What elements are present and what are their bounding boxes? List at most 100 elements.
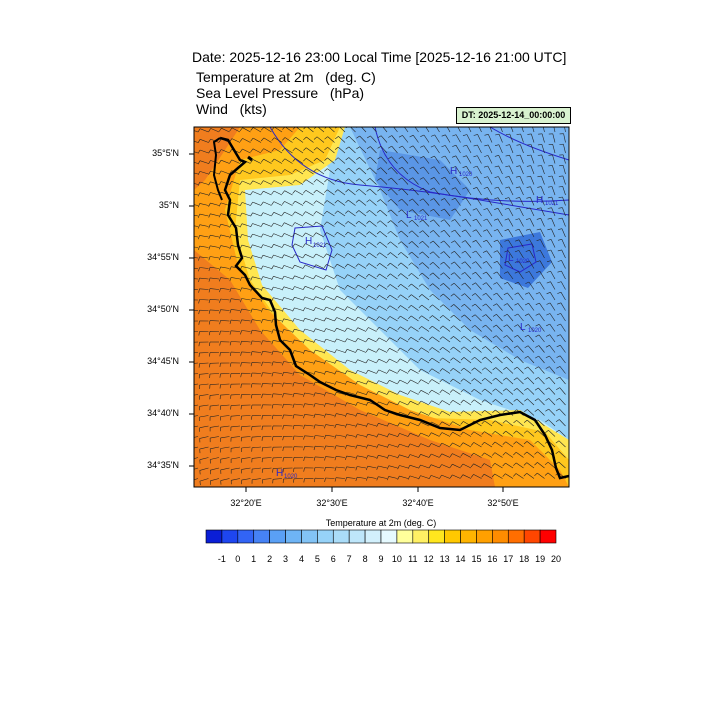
- wind-barb-shaft: [552, 133, 556, 143]
- wind-barb-shaft: [485, 314, 493, 322]
- wind-barb-flag: [313, 232, 317, 236]
- wind-barb-shaft: [452, 421, 461, 427]
- wind-barb-shaft: [559, 355, 566, 364]
- wind-barb-flag: [387, 188, 392, 192]
- wind-barb-flag: [386, 476, 389, 481]
- wind-barb-shaft: [399, 475, 409, 479]
- wind-barb-shaft: [273, 286, 283, 290]
- wind-barb-shaft: [510, 127, 514, 133]
- wind-barb-shaft: [273, 169, 283, 175]
- wind-barb-shaft: [283, 329, 293, 332]
- wind-barb-flag: [556, 344, 561, 348]
- wind-barb-shaft: [495, 335, 503, 343]
- wind-barb-flag: [355, 466, 358, 471]
- wind-barb-shaft: [466, 166, 472, 175]
- wind-barb-flag: [462, 176, 467, 179]
- wind-barb-shaft: [401, 230, 409, 238]
- wind-barb-flag: [493, 218, 498, 221]
- pressure-center-label: H: [450, 166, 457, 177]
- wind-barb-flag: [260, 169, 264, 174]
- wind-barb-shaft: [454, 229, 461, 238]
- wind-barb-flag: [239, 276, 242, 281]
- wind-barb-flag: [555, 440, 560, 444]
- wind-barb-shaft: [400, 283, 409, 290]
- wind-barb-flag: [334, 253, 338, 257]
- wind-barb-flag: [494, 165, 499, 168]
- wind-barb-shaft: [506, 388, 514, 395]
- wind-barb-shaft: [421, 358, 430, 364]
- wind-barb-shaft: [399, 411, 409, 416]
- wind-barb-flag: [334, 168, 339, 172]
- wind-barb-flag: [282, 393, 284, 398]
- wind-barb-shaft: [508, 207, 514, 217]
- wind-barb-shaft: [194, 278, 199, 280]
- wind-barb-flag: [377, 167, 381, 171]
- wind-barb-flag: [260, 308, 263, 313]
- wind-barb-shaft: [420, 411, 430, 416]
- wind-barb-flag: [472, 261, 476, 264]
- wind-barb-flag: [365, 380, 369, 385]
- map-frame: [193, 126, 570, 488]
- wind-barb-flag: [544, 472, 549, 476]
- wind-barb-shaft: [359, 178, 367, 185]
- wind-barb-flag: [482, 261, 487, 264]
- wind-barb-shaft: [431, 432, 440, 437]
- wind-barb-shaft: [231, 309, 241, 311]
- wind-barb-shaft: [327, 157, 335, 164]
- wind-barb-shaft: [423, 166, 430, 175]
- wind-barb-shaft: [432, 251, 440, 259]
- wind-barb-shaft: [252, 148, 262, 154]
- wind-barb-shaft: [305, 243, 314, 248]
- wind-barb-shaft: [346, 359, 356, 364]
- pressure-center-value: 1021: [313, 243, 327, 249]
- wind-barb-shaft: [379, 284, 388, 290]
- wind-barb-shaft: [399, 422, 409, 427]
- wind-barb-flag: [260, 244, 264, 249]
- wind-barb-shaft: [304, 286, 314, 290]
- wind-barb-shaft: [273, 201, 283, 206]
- wind-barb-flag: [302, 296, 306, 301]
- wind-barb-flag: [366, 188, 370, 192]
- wind-barb-shaft: [295, 158, 304, 164]
- wind-barb-flag: [208, 309, 211, 314]
- wind-barb-shaft: [262, 478, 272, 480]
- wind-barb-flag: [251, 426, 253, 431]
- wind-barb-shaft: [389, 316, 398, 322]
- wind-barb-shaft: [347, 263, 356, 269]
- wind-barb-shaft: [262, 446, 272, 448]
- wind-barb-flag: [481, 463, 485, 467]
- wind-barb-shaft: [346, 370, 356, 374]
- wind-barb-flag: [365, 466, 368, 471]
- wind-barb-shaft: [494, 463, 503, 469]
- wind-barb-flag: [365, 412, 369, 417]
- wind-barb-flag: [355, 263, 359, 267]
- wind-barb-flag: [407, 347, 412, 352]
- wind-barb-shaft: [463, 335, 472, 343]
- wind-barb-shaft: [474, 378, 482, 385]
- wind-barb-shaft: [409, 432, 419, 437]
- wind-barb-flag: [365, 444, 369, 449]
- wind-barb-shaft: [551, 186, 556, 196]
- wind-barb-flag: [495, 124, 499, 125]
- wind-barb-shaft: [518, 218, 524, 227]
- wind-barb-flag: [355, 359, 358, 364]
- wind-barb-shaft: [242, 170, 251, 175]
- wind-barb-flag: [197, 213, 200, 218]
- wind-barb-flag: [441, 155, 446, 158]
- wind-barb-shaft: [194, 341, 199, 343]
- wind-barb-shaft: [389, 284, 398, 290]
- wind-barb-flag: [387, 167, 392, 170]
- wind-barb-flag: [525, 249, 530, 252]
- wind-barb-shaft: [284, 137, 293, 143]
- wind-barb-flag: [324, 413, 326, 418]
- wind-barb-flag: [218, 202, 222, 207]
- wind-barb-shaft: [336, 327, 346, 332]
- wind-barb-flag: [481, 441, 485, 446]
- wind-barb-shaft: [505, 430, 514, 437]
- wind-barb-flag: [451, 208, 456, 211]
- wind-barb-flag: [555, 398, 560, 401]
- wind-barb-shaft: [210, 415, 220, 418]
- wind-barb-flag: [526, 154, 532, 156]
- wind-barb-flag: [271, 340, 274, 345]
- wind-barb-flag: [534, 387, 539, 391]
